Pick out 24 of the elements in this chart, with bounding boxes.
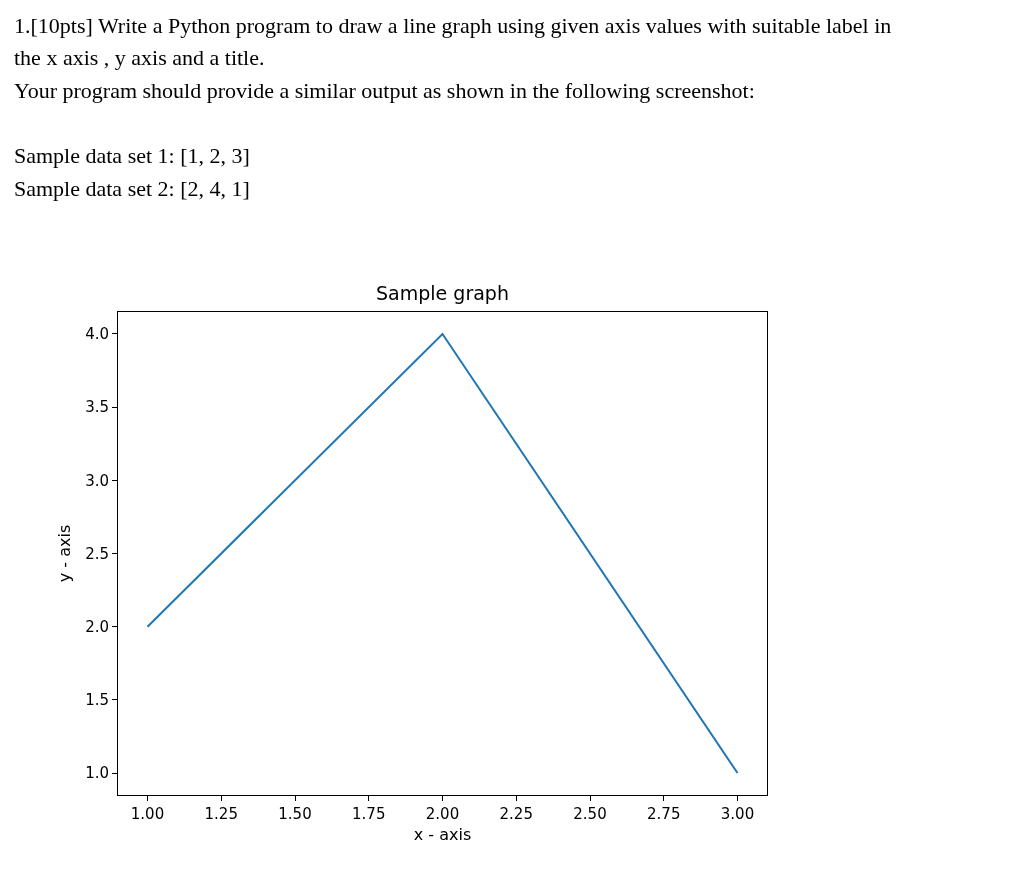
y-tick-label: 4.0: [85, 325, 109, 344]
x-tick-label: 1.00: [130, 805, 165, 823]
y-tick-label: 3.5: [85, 398, 109, 417]
text: 1.[10pts] Write a Python program to draw a line graph using given axis values with suitable label in: [14, 13, 892, 38]
y-tick-label: 3.0: [85, 471, 109, 490]
x-tick-label: 2.50: [573, 805, 607, 823]
x-tick-label: 2.00: [425, 805, 460, 823]
text: Sample data set 1: [1, 2, 3]: [14, 143, 250, 168]
x-tick-label: 2.25: [499, 805, 533, 823]
text: Your program should provide a similar output as shown in the following screenshot:: [14, 78, 755, 103]
y-tick-label: 1.5: [85, 691, 109, 710]
y-tick-label: 2.0: [85, 617, 109, 636]
x-tick-label: 2.75: [647, 805, 681, 823]
x-tick-label: 1.50: [278, 805, 312, 823]
x-tick-label: 3.00: [720, 805, 755, 823]
text: Sample data set 2: [2, 4, 1]: [14, 176, 250, 201]
x-axis-title: x - axis: [413, 824, 472, 844]
text: the x axis , y axis and a title.: [14, 45, 265, 70]
y-tick-label: 1.0: [85, 764, 109, 783]
chart-title: Sample graph: [376, 281, 509, 304]
y-axis-title: y - axis: [55, 524, 75, 583]
y-tick-label: 2.5: [85, 544, 109, 563]
x-tick-label: 1.75: [352, 805, 386, 823]
x-tick-label: 1.25: [204, 805, 238, 823]
